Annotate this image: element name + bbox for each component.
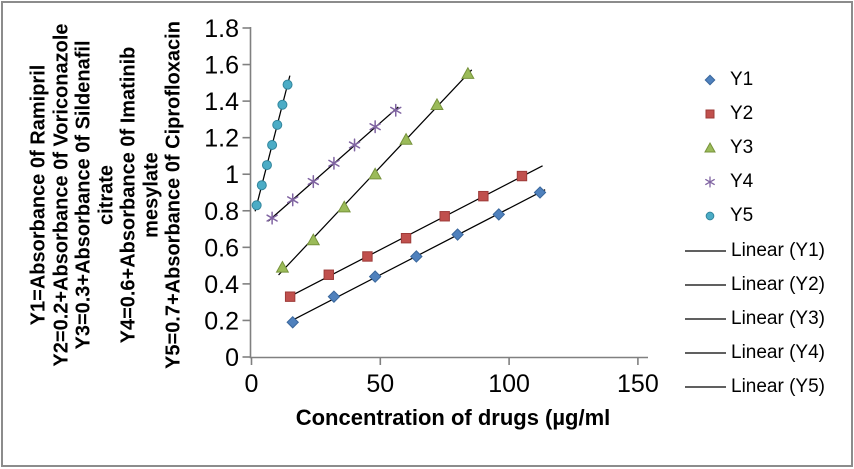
y-tick-label: 1.8 bbox=[204, 15, 239, 43]
legend-diamond-icon bbox=[704, 74, 716, 86]
legend-circle-glyph bbox=[705, 212, 715, 221]
data-point-Y5-circle-icon bbox=[267, 139, 278, 150]
data-point-Y1-diamond-icon bbox=[451, 228, 464, 241]
legend-item-linear-Y5: Linear (Y5) bbox=[681, 370, 853, 404]
data-point-Y4-asterisk-icon bbox=[348, 138, 361, 152]
legend-item-linear-Y2: Linear (Y2) bbox=[681, 268, 853, 302]
data-point-Y3-triangle-icon bbox=[430, 97, 444, 110]
legend-item-Y4: Y4 bbox=[681, 165, 853, 199]
legend-item-Y5: Y5 bbox=[681, 199, 853, 233]
legend-label: Y4 bbox=[730, 171, 754, 193]
data-point-Y3-triangle-icon bbox=[461, 66, 475, 79]
legend-item-Y1: Y1 bbox=[681, 63, 853, 97]
y-tick-label: 0.4 bbox=[204, 271, 239, 299]
legend-item-linear-Y4: Linear (Y4) bbox=[681, 336, 853, 370]
x-tick-label: 100 bbox=[488, 370, 530, 398]
legend-label: Y5 bbox=[730, 205, 754, 227]
x-axis-title: Concentration of drugs (µg/ml bbox=[295, 405, 611, 430]
legend-trendline-icon bbox=[685, 352, 726, 354]
data-point-Y2-square-icon bbox=[284, 291, 296, 302]
x-tick-label: 0 bbox=[245, 370, 259, 398]
data-point-Y1-diamond-icon bbox=[533, 186, 547, 199]
y-tick-label: 0.2 bbox=[204, 307, 239, 335]
data-point-Y3-triangle-icon bbox=[399, 132, 413, 145]
data-point-Y5-circle-icon bbox=[251, 200, 262, 211]
legend-item-Y3: Y3 bbox=[681, 131, 853, 165]
y-tick-label: 0.8 bbox=[204, 198, 239, 226]
legend-label: Y2 bbox=[730, 103, 754, 125]
legend-label: Linear (Y2) bbox=[731, 273, 825, 295]
legend-label: Linear (Y1) bbox=[731, 239, 825, 261]
data-point-Y1-diamond-icon bbox=[286, 315, 300, 329]
data-point-Y4-asterisk-icon bbox=[266, 211, 278, 225]
data-point-Y1-diamond-icon bbox=[368, 270, 382, 283]
data-point-Y1-diamond-icon bbox=[327, 290, 341, 303]
x-tick-label: 50 bbox=[366, 370, 394, 398]
legend-trendline-icon bbox=[685, 318, 726, 320]
y-tick-label: 0.6 bbox=[204, 234, 239, 262]
legend: Y1 Y2 Y3 Y4 Y5 Linear (Y1) Linear (Y2) Linear (… bbox=[681, 63, 853, 404]
data-point-Y5-circle-icon bbox=[272, 119, 283, 130]
y-tick-label: 1.6 bbox=[204, 52, 239, 80]
x-tick-label: 150 bbox=[617, 370, 659, 398]
legend-asterisk-glyph bbox=[705, 176, 715, 188]
data-point-Y4-asterisk-icon bbox=[390, 103, 402, 117]
legend-asterisk-icon bbox=[705, 176, 715, 188]
data-point-Y2-square-icon bbox=[478, 190, 489, 202]
legend-trendline-icon bbox=[685, 283, 726, 286]
legend-label: Y1 bbox=[730, 69, 754, 91]
data-point-Y5-circle-icon bbox=[277, 99, 288, 110]
data-point-Y3-triangle-icon bbox=[337, 200, 351, 213]
y-tick-label: 1 bbox=[225, 161, 239, 189]
data-point-Y4-asterisk-icon bbox=[286, 193, 299, 207]
legend-item-linear-Y1: Linear (Y1) bbox=[681, 233, 853, 267]
data-point-Y1-diamond-icon bbox=[492, 208, 506, 221]
legend-trendline-icon bbox=[685, 386, 726, 388]
data-point-Y2-square-icon bbox=[323, 269, 334, 280]
data-point-Y4-asterisk-icon bbox=[328, 156, 340, 170]
legend-square-glyph bbox=[705, 109, 715, 119]
data-point-Y3-triangle-icon bbox=[368, 167, 382, 180]
data-point-Y4-asterisk-icon bbox=[307, 174, 320, 189]
y-tick-label: 1.2 bbox=[204, 125, 239, 153]
legend-label: Linear (Y4) bbox=[731, 341, 825, 363]
legend-square-icon bbox=[705, 109, 715, 119]
legend-label: Linear (Y5) bbox=[731, 375, 825, 397]
legend-triangle-icon bbox=[704, 142, 716, 153]
data-point-Y3-triangle-icon bbox=[306, 233, 321, 246]
y-tick-label: 1.4 bbox=[204, 88, 239, 116]
legend-label: Linear (Y3) bbox=[731, 307, 825, 329]
data-point-Y5-circle-icon bbox=[282, 79, 293, 90]
data-point-Y2-square-icon bbox=[400, 232, 412, 244]
data-point-Y5-circle-icon bbox=[256, 180, 267, 191]
legend-item-Y2: Y2 bbox=[681, 97, 853, 131]
data-point-Y2-square-icon bbox=[439, 211, 450, 222]
data-point-Y2-square-icon bbox=[362, 251, 373, 262]
legend-triangle-glyph bbox=[704, 142, 716, 153]
data-point-Y4-asterisk-icon bbox=[369, 120, 381, 134]
data-point-Y5-circle-icon bbox=[261, 160, 272, 171]
y-tick-label: 0 bbox=[225, 344, 239, 372]
data-point-Y3-triangle-icon bbox=[275, 260, 290, 273]
data-point-Y1-diamond-icon bbox=[410, 250, 423, 263]
legend-circle-icon bbox=[705, 212, 715, 221]
legend-item-linear-Y3: Linear (Y3) bbox=[681, 302, 853, 336]
legend-label: Y3 bbox=[730, 137, 754, 159]
data-point-Y2-square-icon bbox=[516, 170, 528, 182]
legend-diamond-glyph bbox=[704, 74, 716, 86]
legend-trendline-icon bbox=[685, 249, 726, 252]
